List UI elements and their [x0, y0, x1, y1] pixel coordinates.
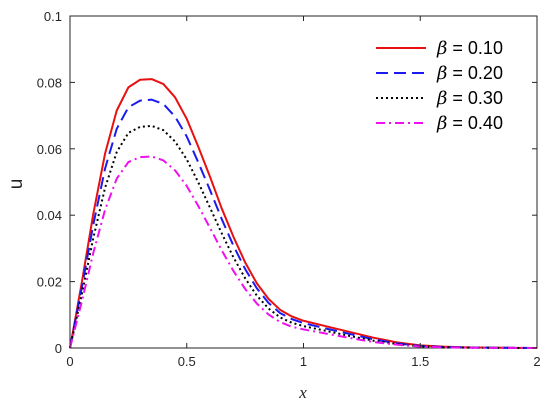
tick-layer: 0 0.5 1 1.5 2 0 0.02 0.04 0.06 0.08 0.1 [37, 9, 541, 369]
y-axis-label: u [6, 179, 27, 190]
y-tick-label: 0 [55, 341, 62, 356]
legend: β = 0.10 β = 0.20 β = 0.30 β = 0.40 [364, 32, 532, 138]
y-tick-label: 0.08 [37, 75, 62, 90]
legend-label-4: β = 0.40 [436, 113, 503, 134]
x-axis-label: x [298, 383, 307, 402]
y-tick-label: 0.04 [37, 208, 62, 223]
legend-label-3: β = 0.30 [436, 88, 503, 109]
x-tick-label: 1 [300, 354, 307, 369]
legend-box [364, 32, 532, 138]
x-tick-label: 2 [533, 354, 540, 369]
legend-label-1: β = 0.10 [436, 38, 503, 59]
x-tick-label: 0 [66, 354, 73, 369]
x-tick-label: 0.5 [178, 354, 196, 369]
x-tick-label: 1.5 [411, 354, 429, 369]
y-tick-label: 0.1 [44, 9, 62, 24]
legend-label-2: β = 0.20 [436, 63, 503, 84]
y-tick-label: 0.02 [37, 275, 62, 290]
series-line-3 [69, 124, 538, 349]
y-tick-label: 0.06 [37, 142, 62, 157]
